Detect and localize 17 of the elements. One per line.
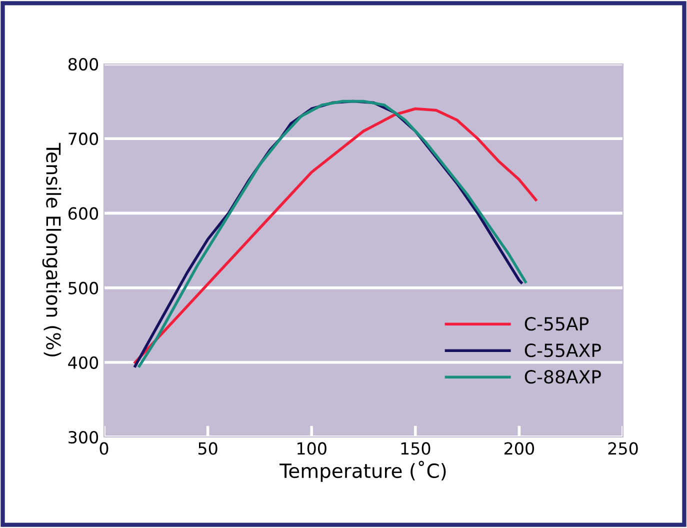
x-tick-label: 200 bbox=[504, 442, 534, 455]
y-tick-label: 400 bbox=[68, 356, 98, 369]
x-tick-label: 50 bbox=[198, 442, 218, 455]
x-tick-label: 100 bbox=[298, 442, 326, 455]
x-tick-label: 0 bbox=[100, 442, 108, 455]
x-axis-title: Temperature (˚C) bbox=[280, 460, 446, 482]
y-tick-label: 600 bbox=[68, 207, 98, 220]
legend-label: C-55AXP bbox=[524, 344, 601, 358]
y-tick-label: 800 bbox=[68, 58, 98, 71]
y-tick-label: 300 bbox=[68, 430, 98, 444]
y-axis-title: Tensile Elongation (%) bbox=[42, 142, 62, 356]
legend-label: C-88AXP bbox=[524, 370, 601, 384]
x-tick-label: 250 bbox=[608, 442, 638, 455]
y-tick-label: 700 bbox=[68, 132, 98, 146]
y-tick-label: 500 bbox=[68, 282, 98, 294]
x-tick-label: 150 bbox=[401, 442, 430, 455]
legend-label: C-55AP bbox=[524, 317, 589, 331]
